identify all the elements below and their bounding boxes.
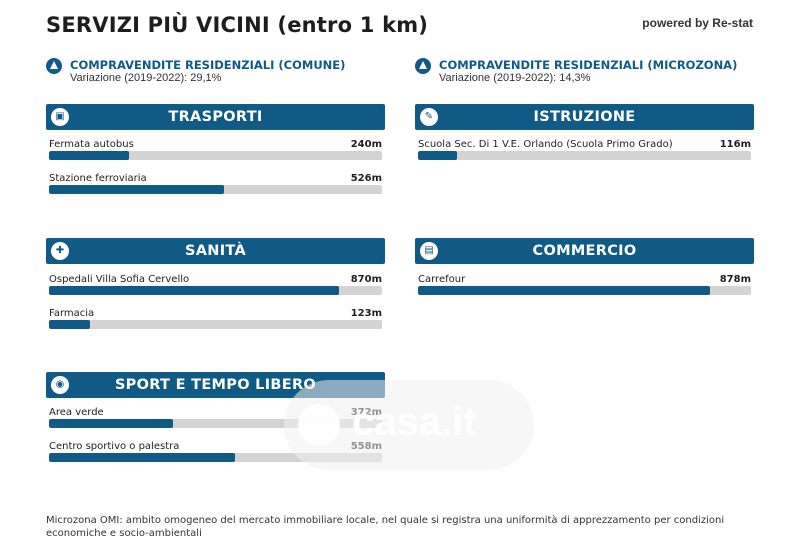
category-header-istruzione: ✎ ISTRUZIONE [415, 104, 754, 130]
distance-bar-track [49, 320, 382, 329]
distance-bar-fill [49, 151, 129, 160]
category-title: SPORT E TEMPO LIBERO [114, 377, 317, 393]
list-item: Farmacia 123m [49, 307, 382, 333]
distance-bar-track [49, 286, 382, 295]
service-name: Fermata autobus [49, 139, 134, 150]
category-header-sanita: ✚ SANITÀ [46, 238, 385, 264]
footnote: Microzona OMI: ambito omogeneo del merca… [46, 515, 725, 539]
watermark-text: casa.it [352, 400, 477, 444]
service-distance: 116m [719, 139, 751, 150]
distance-bar-track [49, 151, 382, 160]
powered-by-label: powered by Re-stat [642, 16, 753, 30]
distance-bar-fill [418, 286, 711, 295]
list-item: Ospedali Villa Sofia Cervello 870m [49, 273, 382, 299]
distance-bar-fill [49, 286, 339, 295]
service-name: Stazione ferroviaria [49, 173, 147, 184]
distance-bar-track [49, 419, 382, 428]
stat-variation: Variazione (2019-2022): 29,1% [70, 72, 222, 84]
service-name: Area verde [49, 407, 104, 418]
category-title: COMMERCIO [532, 243, 637, 259]
distance-bar-fill [49, 453, 235, 462]
service-distance: 123m [350, 308, 382, 319]
service-name: Carrefour [418, 274, 466, 285]
ball-icon: ◉ [51, 376, 69, 394]
service-distance: 526m [350, 173, 382, 184]
category-title: ISTRUZIONE [533, 109, 636, 125]
category-title: SANITÀ [185, 243, 246, 259]
service-distance: 240m [350, 139, 382, 150]
service-name: Farmacia [49, 308, 95, 319]
category-header-commercio: ▤ COMMERCIO [415, 238, 754, 264]
service-distance: 870m [350, 274, 382, 285]
stat-label: COMPRAVENDITE RESIDENZIALI (COMUNE) [70, 58, 346, 72]
triangle-up-icon [46, 58, 62, 74]
distance-bar-track [418, 286, 751, 295]
cart-icon: ▤ [420, 242, 438, 260]
service-name: Centro sportivo o palestra [49, 441, 180, 452]
stat-variation: Variazione (2019-2022): 14,3% [439, 72, 591, 84]
list-item: Fermata autobus 240m [49, 138, 382, 164]
service-name: Ospedali Villa Sofia Cervello [49, 274, 190, 285]
distance-bar-fill [49, 185, 225, 194]
hospital-icon: ✚ [51, 242, 69, 260]
school-icon: ✎ [420, 108, 438, 126]
distance-bar-fill [418, 151, 457, 160]
bus-icon: ▣ [51, 108, 69, 126]
watermark: casa.it [284, 380, 534, 470]
distance-bar-fill [49, 419, 173, 428]
stat-label: COMPRAVENDITE RESIDENZIALI (MICROZONA) [439, 58, 738, 72]
distance-bar-fill [49, 320, 90, 329]
distance-bar-track [418, 151, 751, 160]
category-header-trasporti: ▣ TRASPORTI [46, 104, 385, 130]
list-item: Scuola Sec. Di 1 V.E. Orlando (Scuola Pr… [418, 138, 751, 164]
service-name: Scuola Sec. Di 1 V.E. Orlando (Scuola Pr… [418, 139, 673, 150]
page-title: SERVIZI PIÙ VICINI (entro 1 km) [46, 13, 429, 37]
distance-bar-track [49, 453, 382, 462]
triangle-up-icon [415, 58, 431, 74]
list-item: Stazione ferroviaria 526m [49, 172, 382, 198]
house-icon [298, 404, 340, 446]
service-distance: 878m [719, 274, 751, 285]
list-item: Carrefour 878m [418, 273, 751, 299]
category-title: TRASPORTI [168, 109, 263, 125]
distance-bar-track [49, 185, 382, 194]
